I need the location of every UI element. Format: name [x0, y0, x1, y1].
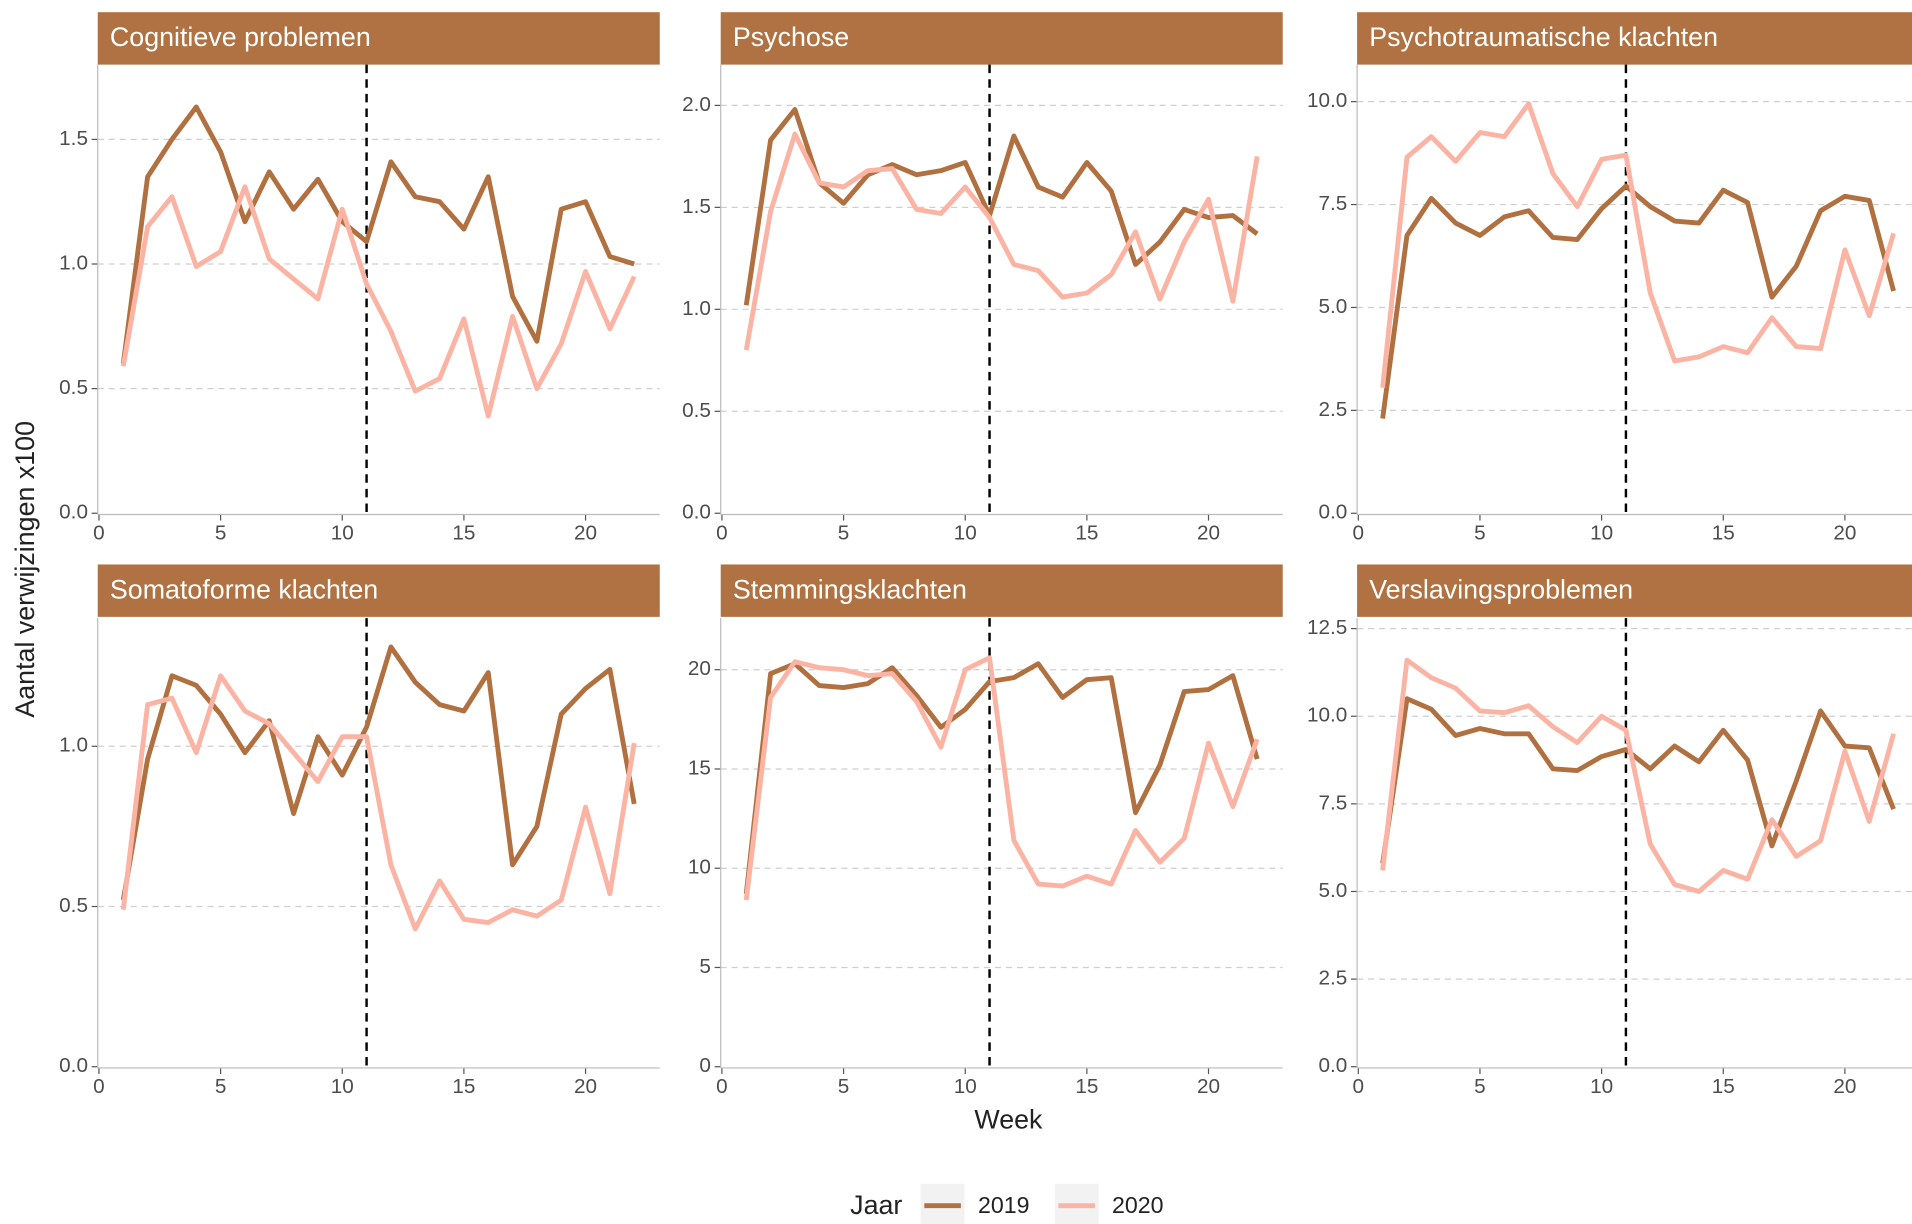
- y-tick-label: 0.0: [1319, 1054, 1348, 1077]
- x-tick-label: 20: [574, 1075, 597, 1098]
- x-tick-label: 15: [452, 521, 475, 544]
- x-tick-label: 5: [838, 521, 850, 544]
- y-tick-label: 0.5: [59, 376, 88, 399]
- x-tick-label: 15: [452, 1075, 475, 1098]
- y-tick-label: 12.5: [1307, 616, 1347, 639]
- x-tick-label: 5: [215, 521, 227, 544]
- y-tick-label: 1.0: [59, 251, 88, 274]
- y-tick-label: 0.5: [59, 894, 88, 917]
- x-tick-label: 20: [1833, 1075, 1856, 1098]
- y-tick-label: 10.0: [1307, 89, 1347, 112]
- strip: [1357, 12, 1912, 65]
- panel-title: Verslavingsproblemen: [1369, 574, 1633, 604]
- panel: Psychose 0.0 0.5 1.0 1.5 2.0 0 5 10 15 20: [682, 12, 1283, 544]
- strip: [1357, 564, 1912, 617]
- y-tick-label: 7.5: [1319, 791, 1348, 814]
- strip: [720, 12, 1283, 65]
- y-tick-label: 0.0: [682, 501, 711, 524]
- x-tick-label: 10: [1590, 1075, 1613, 1098]
- y-tick-label: 10.0: [1307, 704, 1347, 727]
- legend-label: 2020: [1112, 1192, 1164, 1218]
- x-tick-label: 5: [1474, 521, 1486, 544]
- legend-label: 2019: [978, 1192, 1030, 1218]
- y-tick-label: 5.0: [1319, 295, 1348, 318]
- series-line: [120, 673, 637, 932]
- strip: [97, 564, 660, 617]
- series-line: [743, 131, 1260, 351]
- panel: Verslavingsproblemen 0.0 2.5 5.0 7.5 10.0 12.5…: [1307, 564, 1912, 1098]
- series-line: [120, 104, 635, 365]
- x-tick-label: 20: [1197, 521, 1220, 544]
- x-tick-label: 0: [716, 1075, 728, 1098]
- x-tick-label: 0: [716, 521, 728, 544]
- y-tick-label: 1.0: [59, 734, 88, 757]
- x-tick-label: 0: [93, 1075, 105, 1098]
- x-tick-label: 0: [93, 521, 105, 544]
- series-line: [120, 184, 637, 419]
- strip: [720, 564, 1283, 617]
- panel-title: Stemmingsklachten: [733, 574, 967, 604]
- y-tick-label: 1.0: [682, 297, 711, 320]
- x-tick-label: 20: [1197, 1075, 1220, 1098]
- panel-title: Psychose: [733, 22, 849, 52]
- series-line: [1380, 101, 1896, 388]
- panel: Psychotraumatische klachten 0.0 2.5 5.0 7.5 1…: [1307, 12, 1912, 544]
- series-line: [120, 644, 637, 901]
- x-tick-label: 5: [1474, 1075, 1486, 1098]
- y-tick-label: 0.5: [682, 399, 711, 422]
- x-tick-label: 10: [331, 1075, 354, 1098]
- y-tick-label: 7.5: [1319, 192, 1348, 215]
- y-tick-label: 2.5: [1319, 398, 1348, 421]
- x-axis-title: Week: [974, 1105, 1043, 1135]
- x-tick-label: 15: [1712, 521, 1735, 544]
- y-axis-title: Aantal verwijzingen x100: [10, 421, 40, 718]
- y-tick-label: 20: [688, 657, 711, 680]
- x-tick-label: 5: [838, 1075, 850, 1098]
- x-tick-label: 10: [1590, 521, 1613, 544]
- x-tick-label: 0: [1353, 1075, 1365, 1098]
- series-line: [1380, 183, 1896, 419]
- series-line: [743, 655, 1260, 901]
- x-tick-label: 20: [1833, 521, 1856, 544]
- y-tick-label: 0.0: [59, 1054, 88, 1077]
- y-tick-label: 0.0: [1319, 501, 1348, 524]
- series-line: [1380, 696, 1896, 864]
- y-tick-label: 0.0: [59, 501, 88, 524]
- y-tick-label: 5.0: [1319, 879, 1348, 902]
- x-tick-label: 15: [1075, 521, 1098, 544]
- x-tick-label: 15: [1712, 1075, 1735, 1098]
- x-tick-label: 10: [331, 521, 354, 544]
- x-tick-label: 10: [954, 1075, 977, 1098]
- y-tick-label: 1.5: [59, 127, 88, 150]
- strip: [97, 12, 660, 65]
- y-tick-label: 2.0: [682, 93, 711, 116]
- x-tick-label: 0: [1353, 521, 1365, 544]
- series-line: [1380, 657, 1896, 894]
- panel: Cognitieve problemen 0.0 0.5 1.0 1.5 0 5 10 15 20: [59, 12, 660, 544]
- panel-title: Psychotraumatische klachten: [1369, 22, 1718, 52]
- y-tick-label: 2.5: [1319, 967, 1348, 990]
- panel: Stemmingsklachten 0 5 10 15 20 0 5 10 15 20: [688, 564, 1283, 1098]
- y-tick-label: 5: [699, 955, 711, 978]
- y-tick-label: 15: [688, 756, 711, 779]
- panel-title: Somatoforme klachten: [110, 574, 378, 604]
- x-tick-label: 20: [574, 521, 597, 544]
- series-line: [743, 107, 1259, 306]
- panel: Somatoforme klachten 0.0 0.5 1.0 0 5 10 15 20: [59, 564, 660, 1098]
- series-line: [743, 661, 1260, 895]
- x-tick-label: 10: [954, 521, 977, 544]
- y-tick-label: 1.5: [682, 195, 711, 218]
- y-tick-label: 10: [688, 856, 711, 879]
- y-tick-label: 0: [699, 1054, 711, 1077]
- panel-title: Cognitieve problemen: [110, 22, 371, 52]
- x-tick-label: 15: [1075, 1075, 1098, 1098]
- x-tick-label: 5: [215, 1075, 227, 1098]
- legend-title: Jaar: [850, 1190, 902, 1220]
